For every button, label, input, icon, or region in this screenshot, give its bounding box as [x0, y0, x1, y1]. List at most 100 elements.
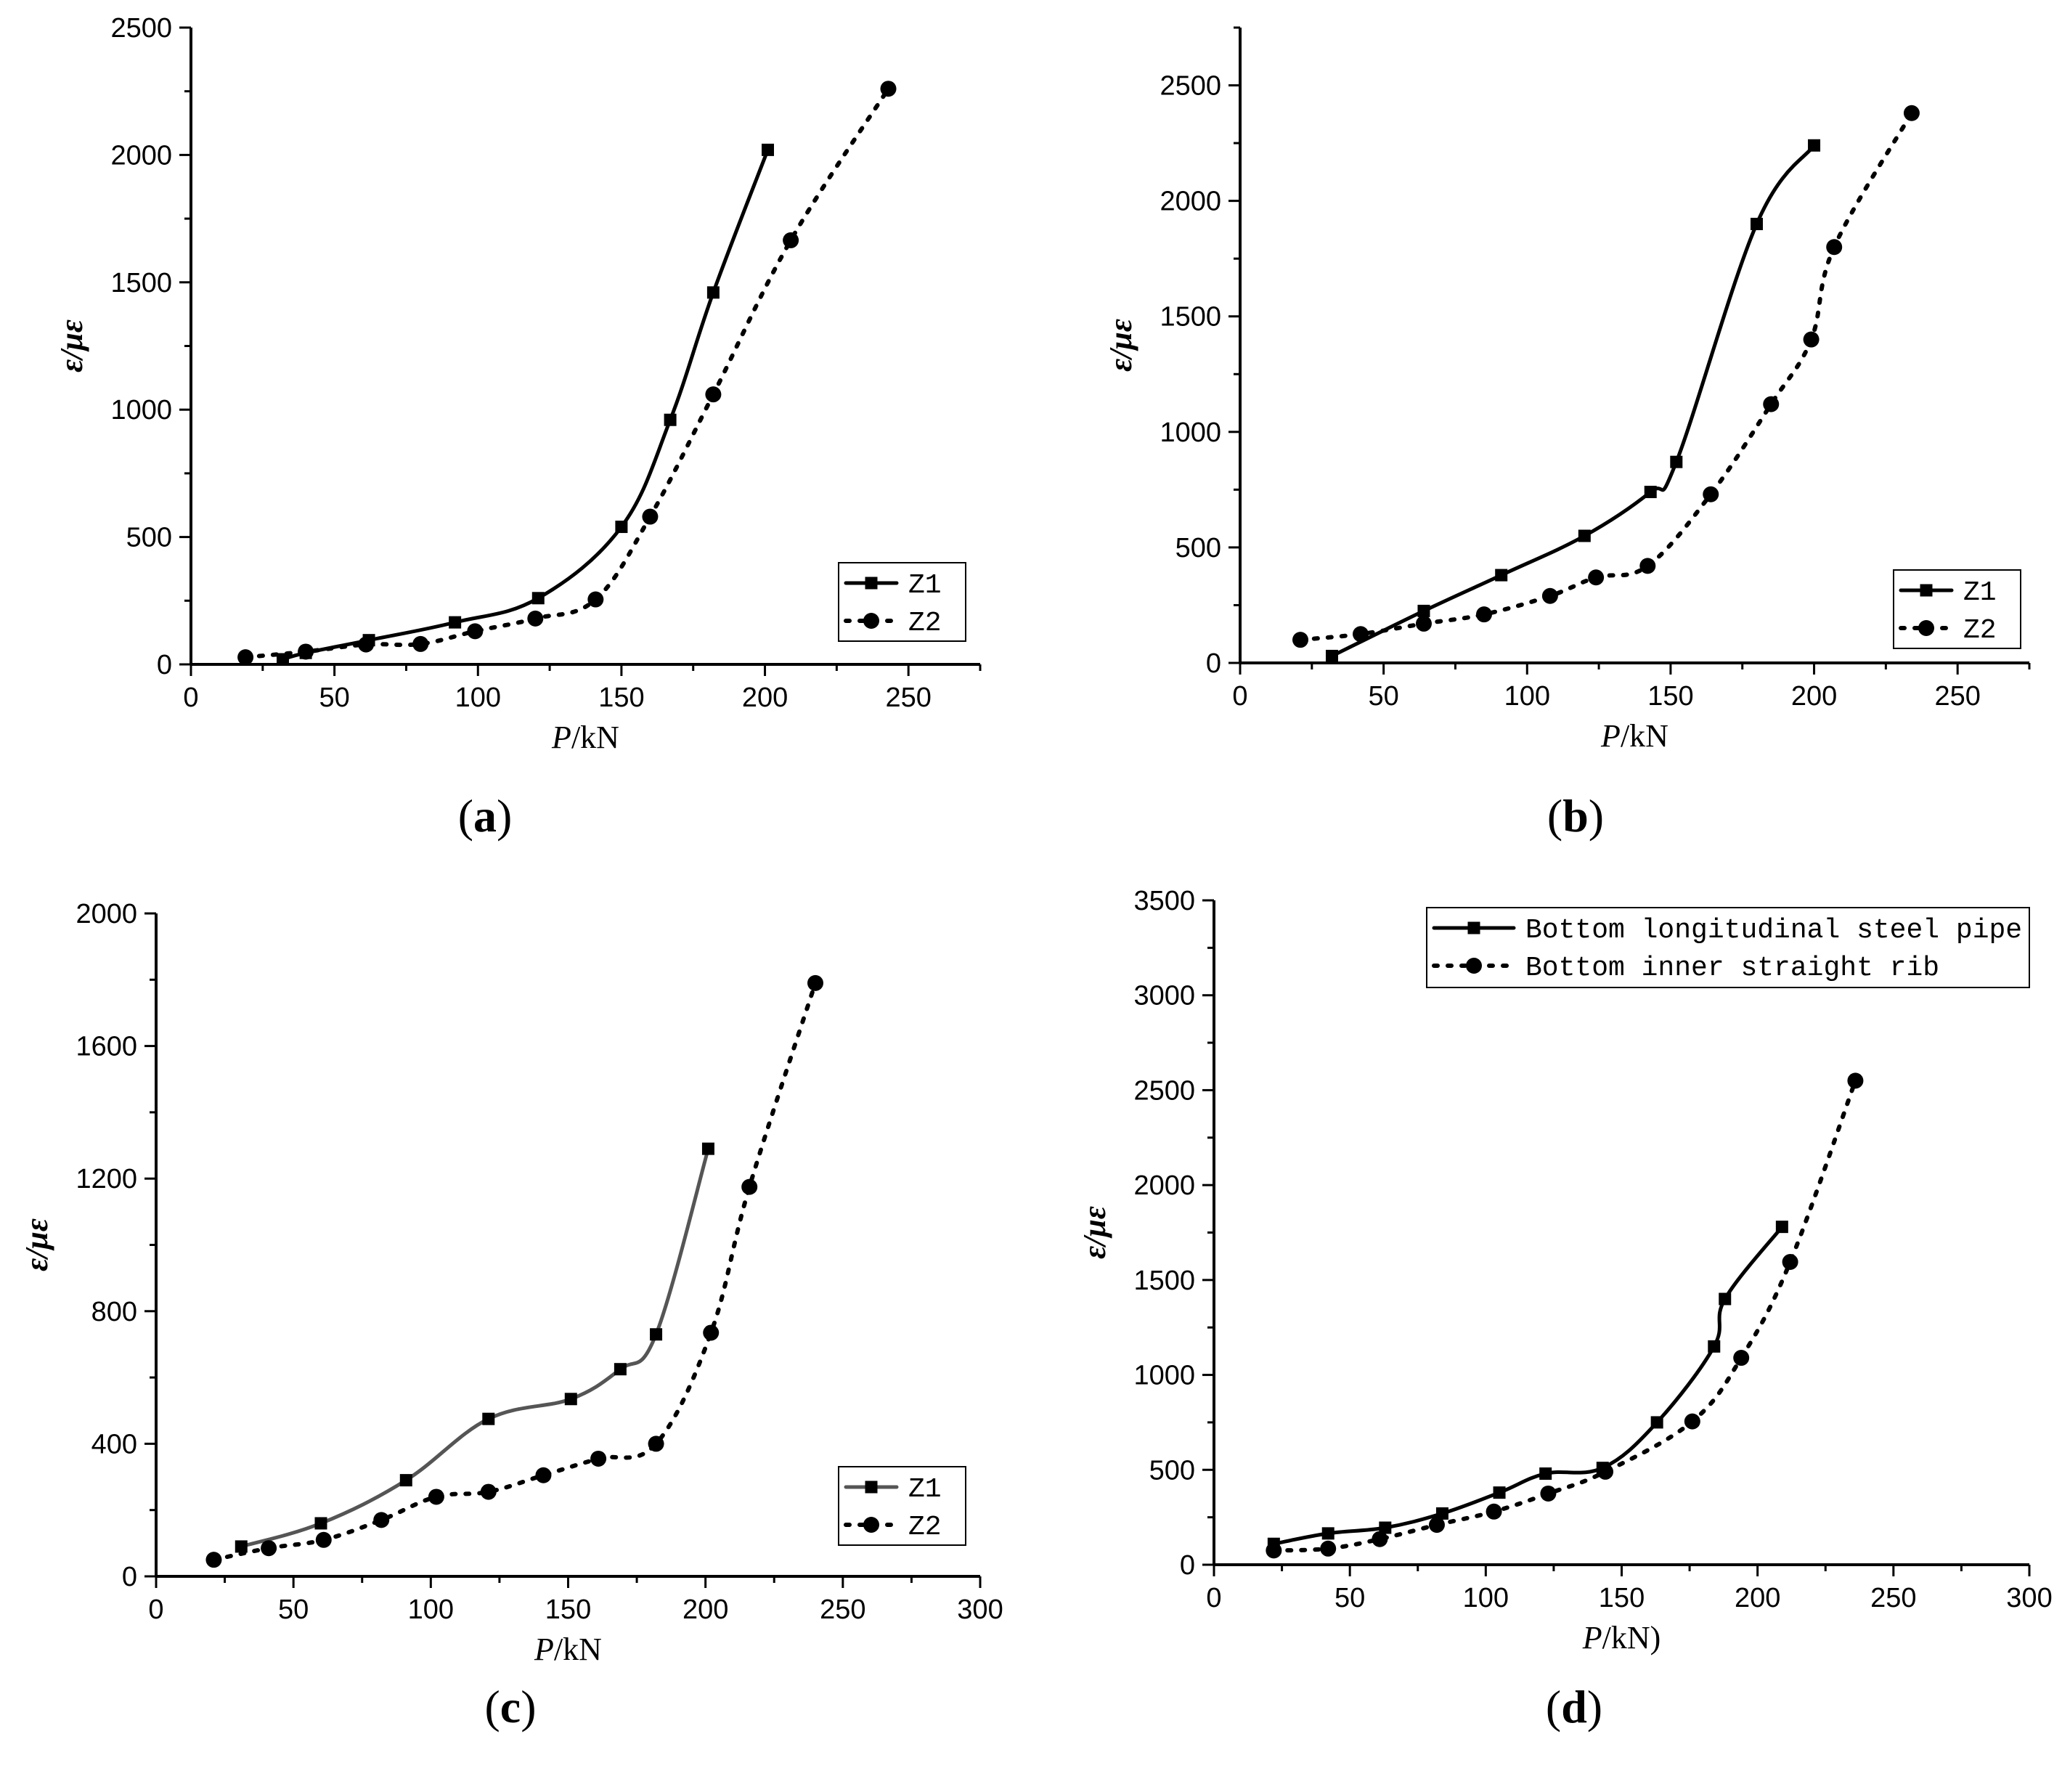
legend-label: Z2 [908, 1512, 942, 1543]
panel-caption: (b) [1547, 790, 1604, 842]
data-point [1415, 615, 1432, 632]
data-point [205, 1552, 222, 1568]
data-point [880, 81, 897, 97]
y-tick-label: 1000 [110, 395, 172, 425]
x-tick-label: 0 [1206, 1583, 1221, 1613]
data-point [705, 386, 722, 403]
series-z2 [1292, 105, 1920, 648]
x-tick-label: 100 [408, 1595, 454, 1625]
data-point [1475, 606, 1492, 623]
y-tick-label: 1000 [1133, 1361, 1195, 1391]
data-point [1639, 558, 1656, 574]
data-point [237, 649, 254, 666]
x-tick-label: 200 [1735, 1583, 1780, 1613]
data-point [1372, 1531, 1388, 1547]
panel-caption: (a) [458, 790, 513, 842]
x-tick-label: 150 [1647, 681, 1693, 712]
x-tick-label: 50 [1368, 681, 1398, 712]
x-tick-label: 200 [682, 1595, 728, 1625]
data-point [1493, 1486, 1506, 1499]
y-tick-label: 0 [1180, 1550, 1195, 1581]
chart-c: 0 50 100 150 200 250 300 0 400 800 1200 1600 2000 P/k… [19, 899, 1003, 1732]
series-bottom-inner-straight-rib [1266, 1072, 1864, 1559]
y-tick-label: 2000 [1160, 187, 1221, 217]
series-z1 [276, 143, 774, 666]
legend-box [1426, 907, 2030, 988]
x-tick-label: 250 [1934, 681, 1980, 712]
legend-label: Z1 [908, 570, 942, 601]
x-tick-label: 250 [820, 1595, 865, 1625]
x-axis-label: P/kN [551, 720, 619, 755]
data-point [741, 1178, 758, 1195]
data-point [703, 1324, 720, 1341]
data-point [1847, 1072, 1864, 1089]
legend: Bottom longitudinal steel pipe Bottom inn… [1426, 907, 2030, 988]
data-point [1292, 632, 1309, 648]
chart-b: 0 50 100 150 200 25005001000150020002500P/kNε… [1103, 26, 2031, 842]
data-point [1684, 1413, 1700, 1430]
x-tick-label: 300 [2006, 1583, 2052, 1613]
data-point [399, 1474, 412, 1487]
y-tick-label: 2000 [110, 140, 172, 171]
legend-marker [865, 577, 878, 590]
legend-label: Z1 [1963, 577, 1997, 608]
data-point [1435, 1507, 1448, 1520]
x-tick-label: 0 [1232, 681, 1247, 712]
x-tick-label: 150 [545, 1595, 591, 1625]
y-tick-label: 500 [1175, 533, 1221, 563]
y-tick-label: 1000 [1160, 418, 1221, 448]
y-axis-label: ε/με [19, 1218, 54, 1271]
data-point [467, 623, 484, 640]
data-point [298, 643, 314, 660]
y-tick-label: 0 [1206, 648, 1221, 679]
y-tick-label: 800 [91, 1297, 137, 1327]
data-point [1540, 1485, 1557, 1502]
y-axis-label: ε/με [1103, 319, 1138, 372]
data-point [1578, 529, 1591, 542]
x-tick-label: 50 [278, 1595, 309, 1625]
series-line [1298, 110, 1914, 643]
legend-box [1893, 569, 2021, 649]
legend-marker [863, 613, 879, 629]
data-point [373, 1512, 390, 1528]
data-point [1719, 1292, 1732, 1306]
data-point [1321, 1527, 1335, 1540]
y-tick-label: 1600 [76, 1032, 137, 1062]
x-tick-label: 100 [455, 683, 501, 713]
series-line [280, 147, 770, 661]
legend-label: Z2 [908, 608, 942, 639]
series-z2 [237, 81, 897, 666]
y-tick-label: 2000 [1133, 1170, 1195, 1201]
panel-caption: (c) [484, 1681, 536, 1732]
y-tick-label: 1500 [1160, 302, 1221, 333]
x-tick-label: 0 [148, 1595, 163, 1625]
y-tick-label: 1500 [110, 268, 172, 298]
data-point [1325, 649, 1338, 662]
data-point [590, 1450, 607, 1467]
data-point [1782, 1254, 1798, 1271]
data-point [614, 1363, 627, 1376]
data-point [761, 143, 774, 156]
y-tick-label: 3000 [1133, 981, 1195, 1011]
data-point [1708, 1340, 1721, 1353]
data-point [1541, 587, 1558, 604]
data-point [428, 1488, 444, 1505]
data-point [1903, 105, 1920, 121]
data-point [1417, 604, 1430, 617]
data-point [412, 635, 429, 652]
y-tick-label: 3500 [1133, 886, 1195, 916]
data-point [449, 616, 462, 629]
y-axis-label: ε/με [1077, 1206, 1112, 1259]
chart-d: 0 50 100 150 200 250 3000500100015002000250030… [1077, 886, 2053, 1732]
legend-box [838, 562, 966, 642]
panel-caption: (d) [1546, 1681, 1602, 1732]
x-tick-label: 50 [1335, 1583, 1365, 1613]
y-tick-label: 2500 [110, 13, 172, 44]
data-point [482, 1412, 495, 1425]
data-point [1826, 239, 1843, 256]
data-point [276, 653, 289, 666]
data-point [1486, 1503, 1502, 1520]
x-axis-label: P/kN [534, 1632, 602, 1667]
